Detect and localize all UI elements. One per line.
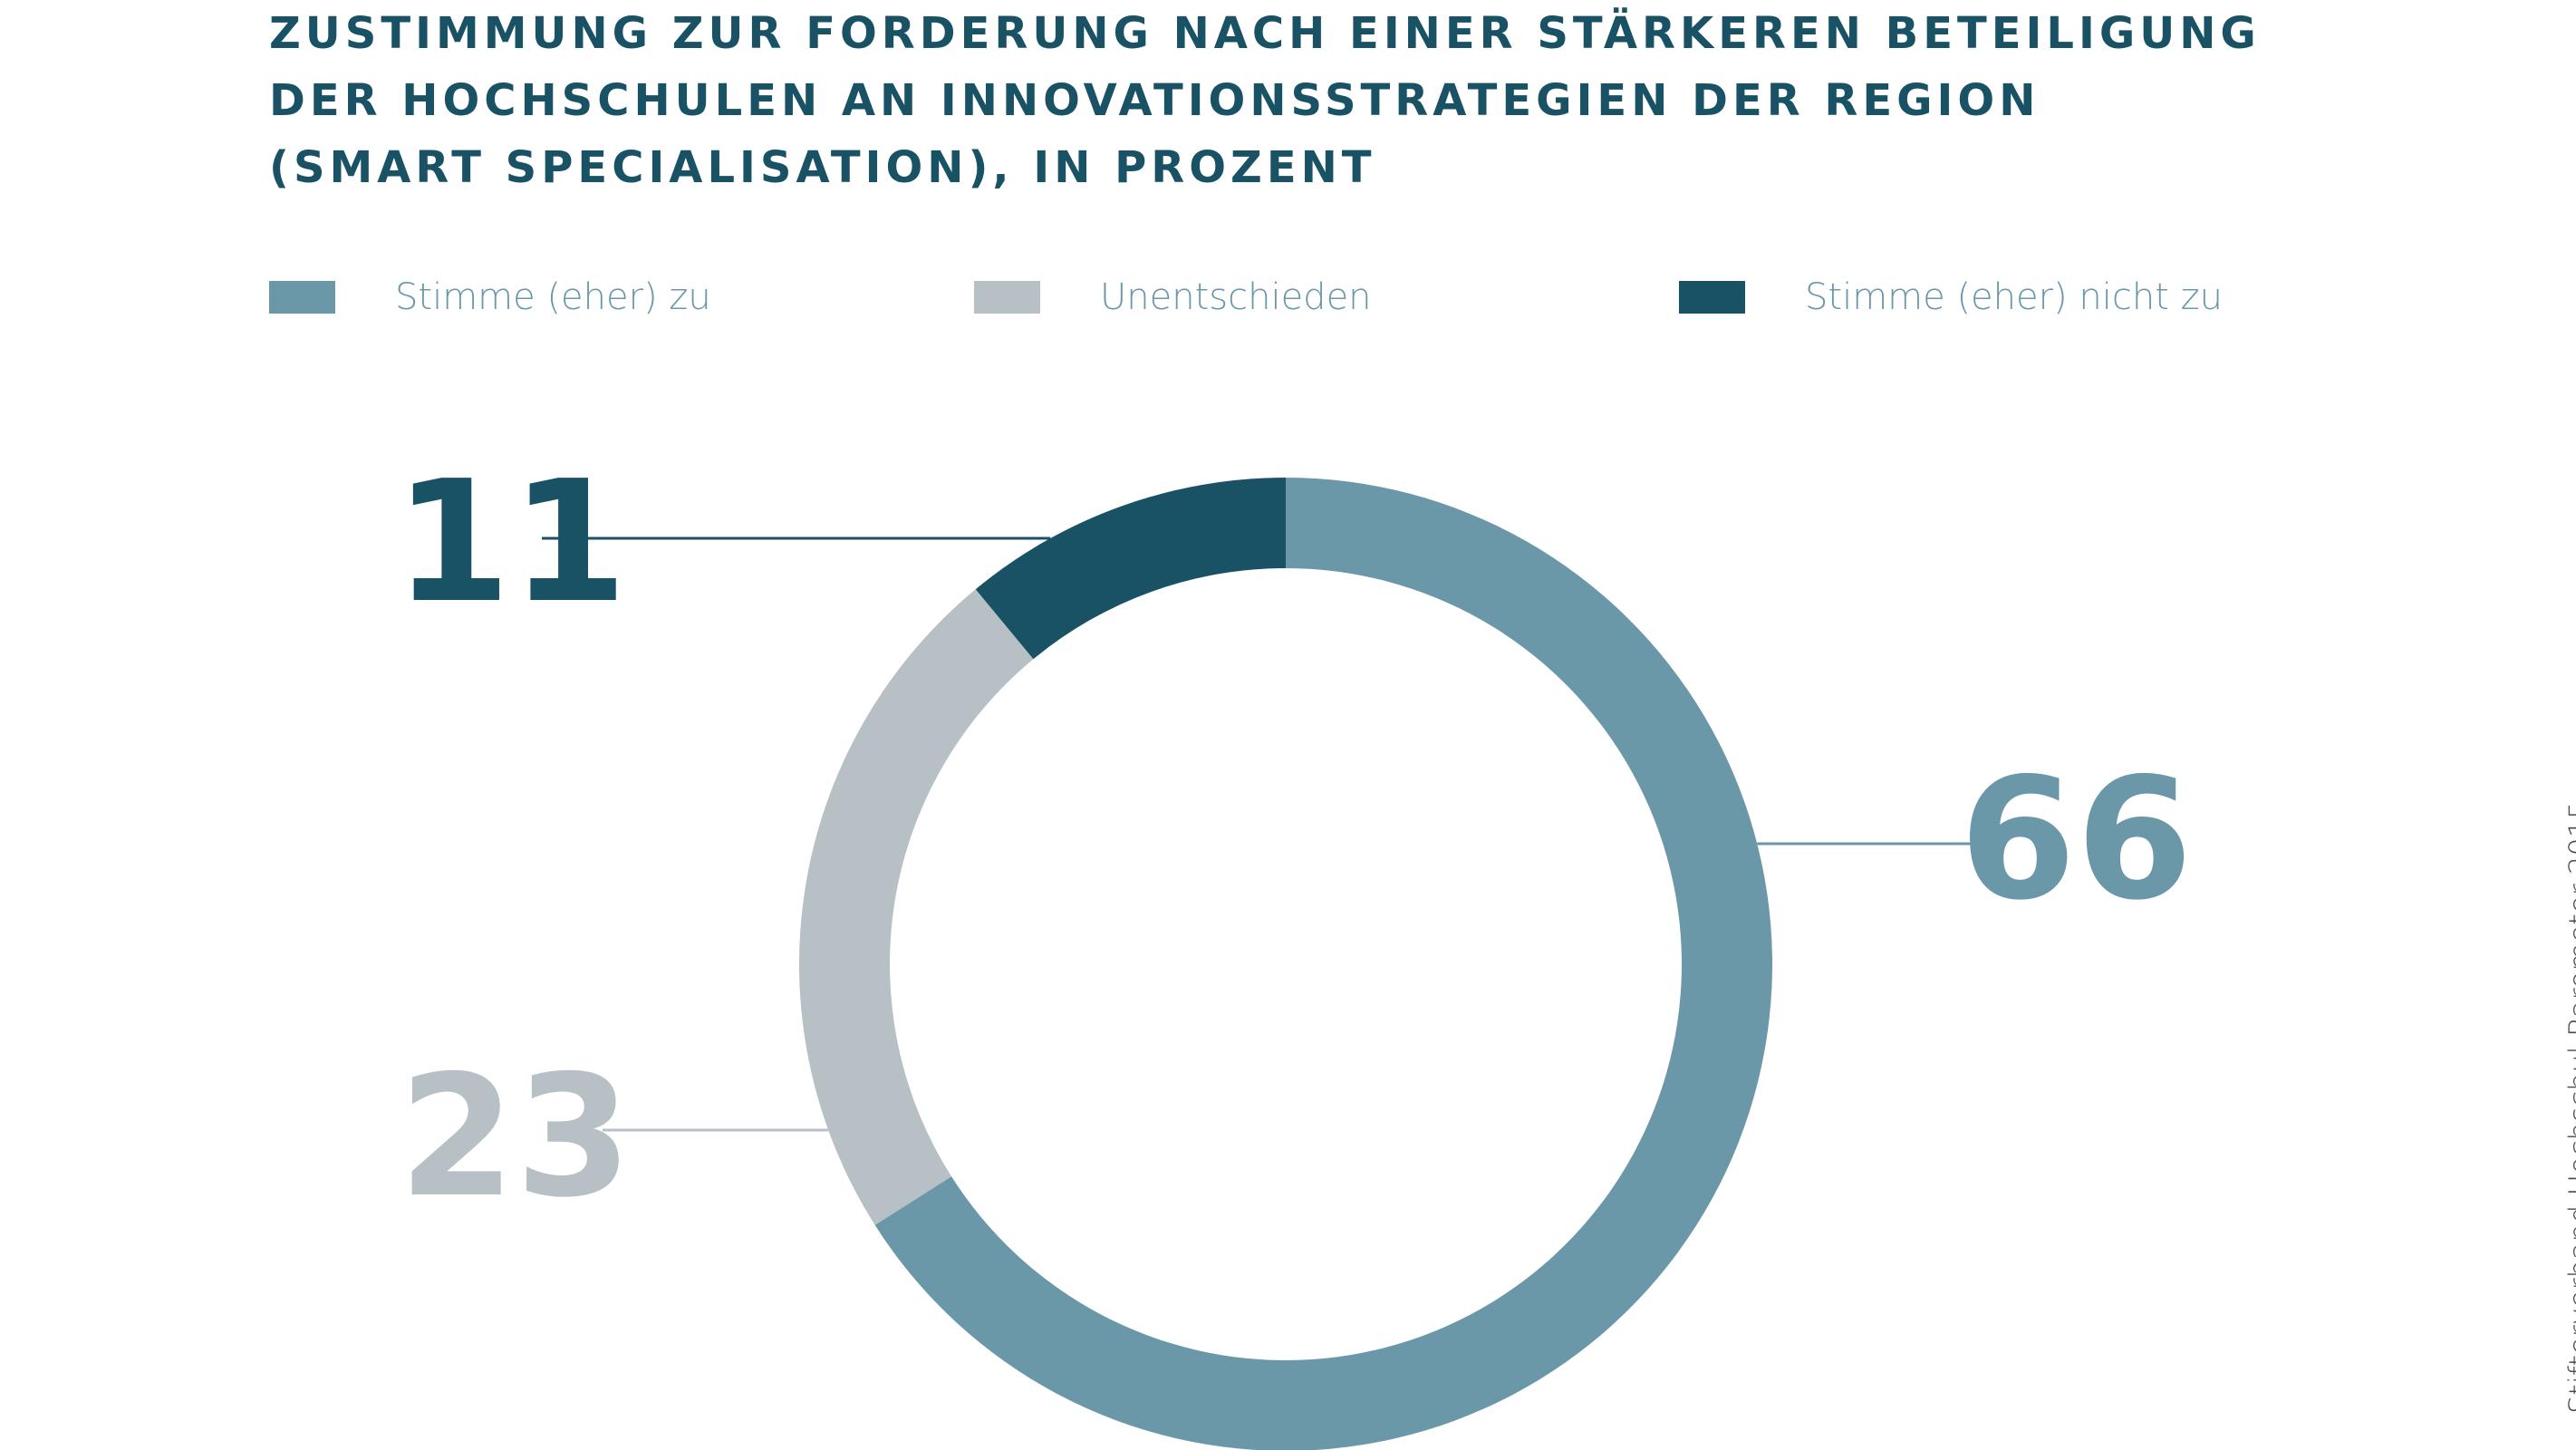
legend-label-agree: Stimme (eher) zu (395, 276, 711, 318)
slice-undecided (799, 589, 1034, 1225)
donut-slices (799, 478, 1772, 1450)
chart-title-line-3: (SMART SPECIALISATION), IN PROZENT (269, 142, 1376, 193)
source-note: Stifterverband Hochschul-Barometer 2015 (2562, 800, 2576, 1414)
legend-swatch-disagree (1679, 281, 1745, 314)
value-labels: 66 23 11 (394, 444, 2193, 1234)
legend-swatch-agree (269, 281, 335, 314)
slice-disagree (975, 478, 1286, 660)
legend-swatch-undecided (974, 281, 1040, 314)
chart-title: ZUSTIMMUNG ZUR FORDERUNG NACH EINER STÄR… (269, 0, 2353, 201)
value-label-slice-undecided: 23 (399, 1039, 632, 1234)
leader-lines (542, 536, 1975, 1132)
legend-label-disagree: Stimme (eher) nicht zu (1805, 276, 2223, 318)
value-label-slice-disagree: 11 (394, 444, 627, 640)
legend-label-undecided: Unentschieden (1100, 276, 1372, 318)
value-label-slice-agree: 66 (1960, 741, 2193, 937)
chart-title-line-1: ZUSTIMMUNG ZUR FORDERUNG NACH EINER STÄR… (269, 8, 2261, 59)
chart-title-line-2: DER HOCHSCHULEN AN INNOVATIONSSTRATEGIEN… (269, 75, 2041, 126)
